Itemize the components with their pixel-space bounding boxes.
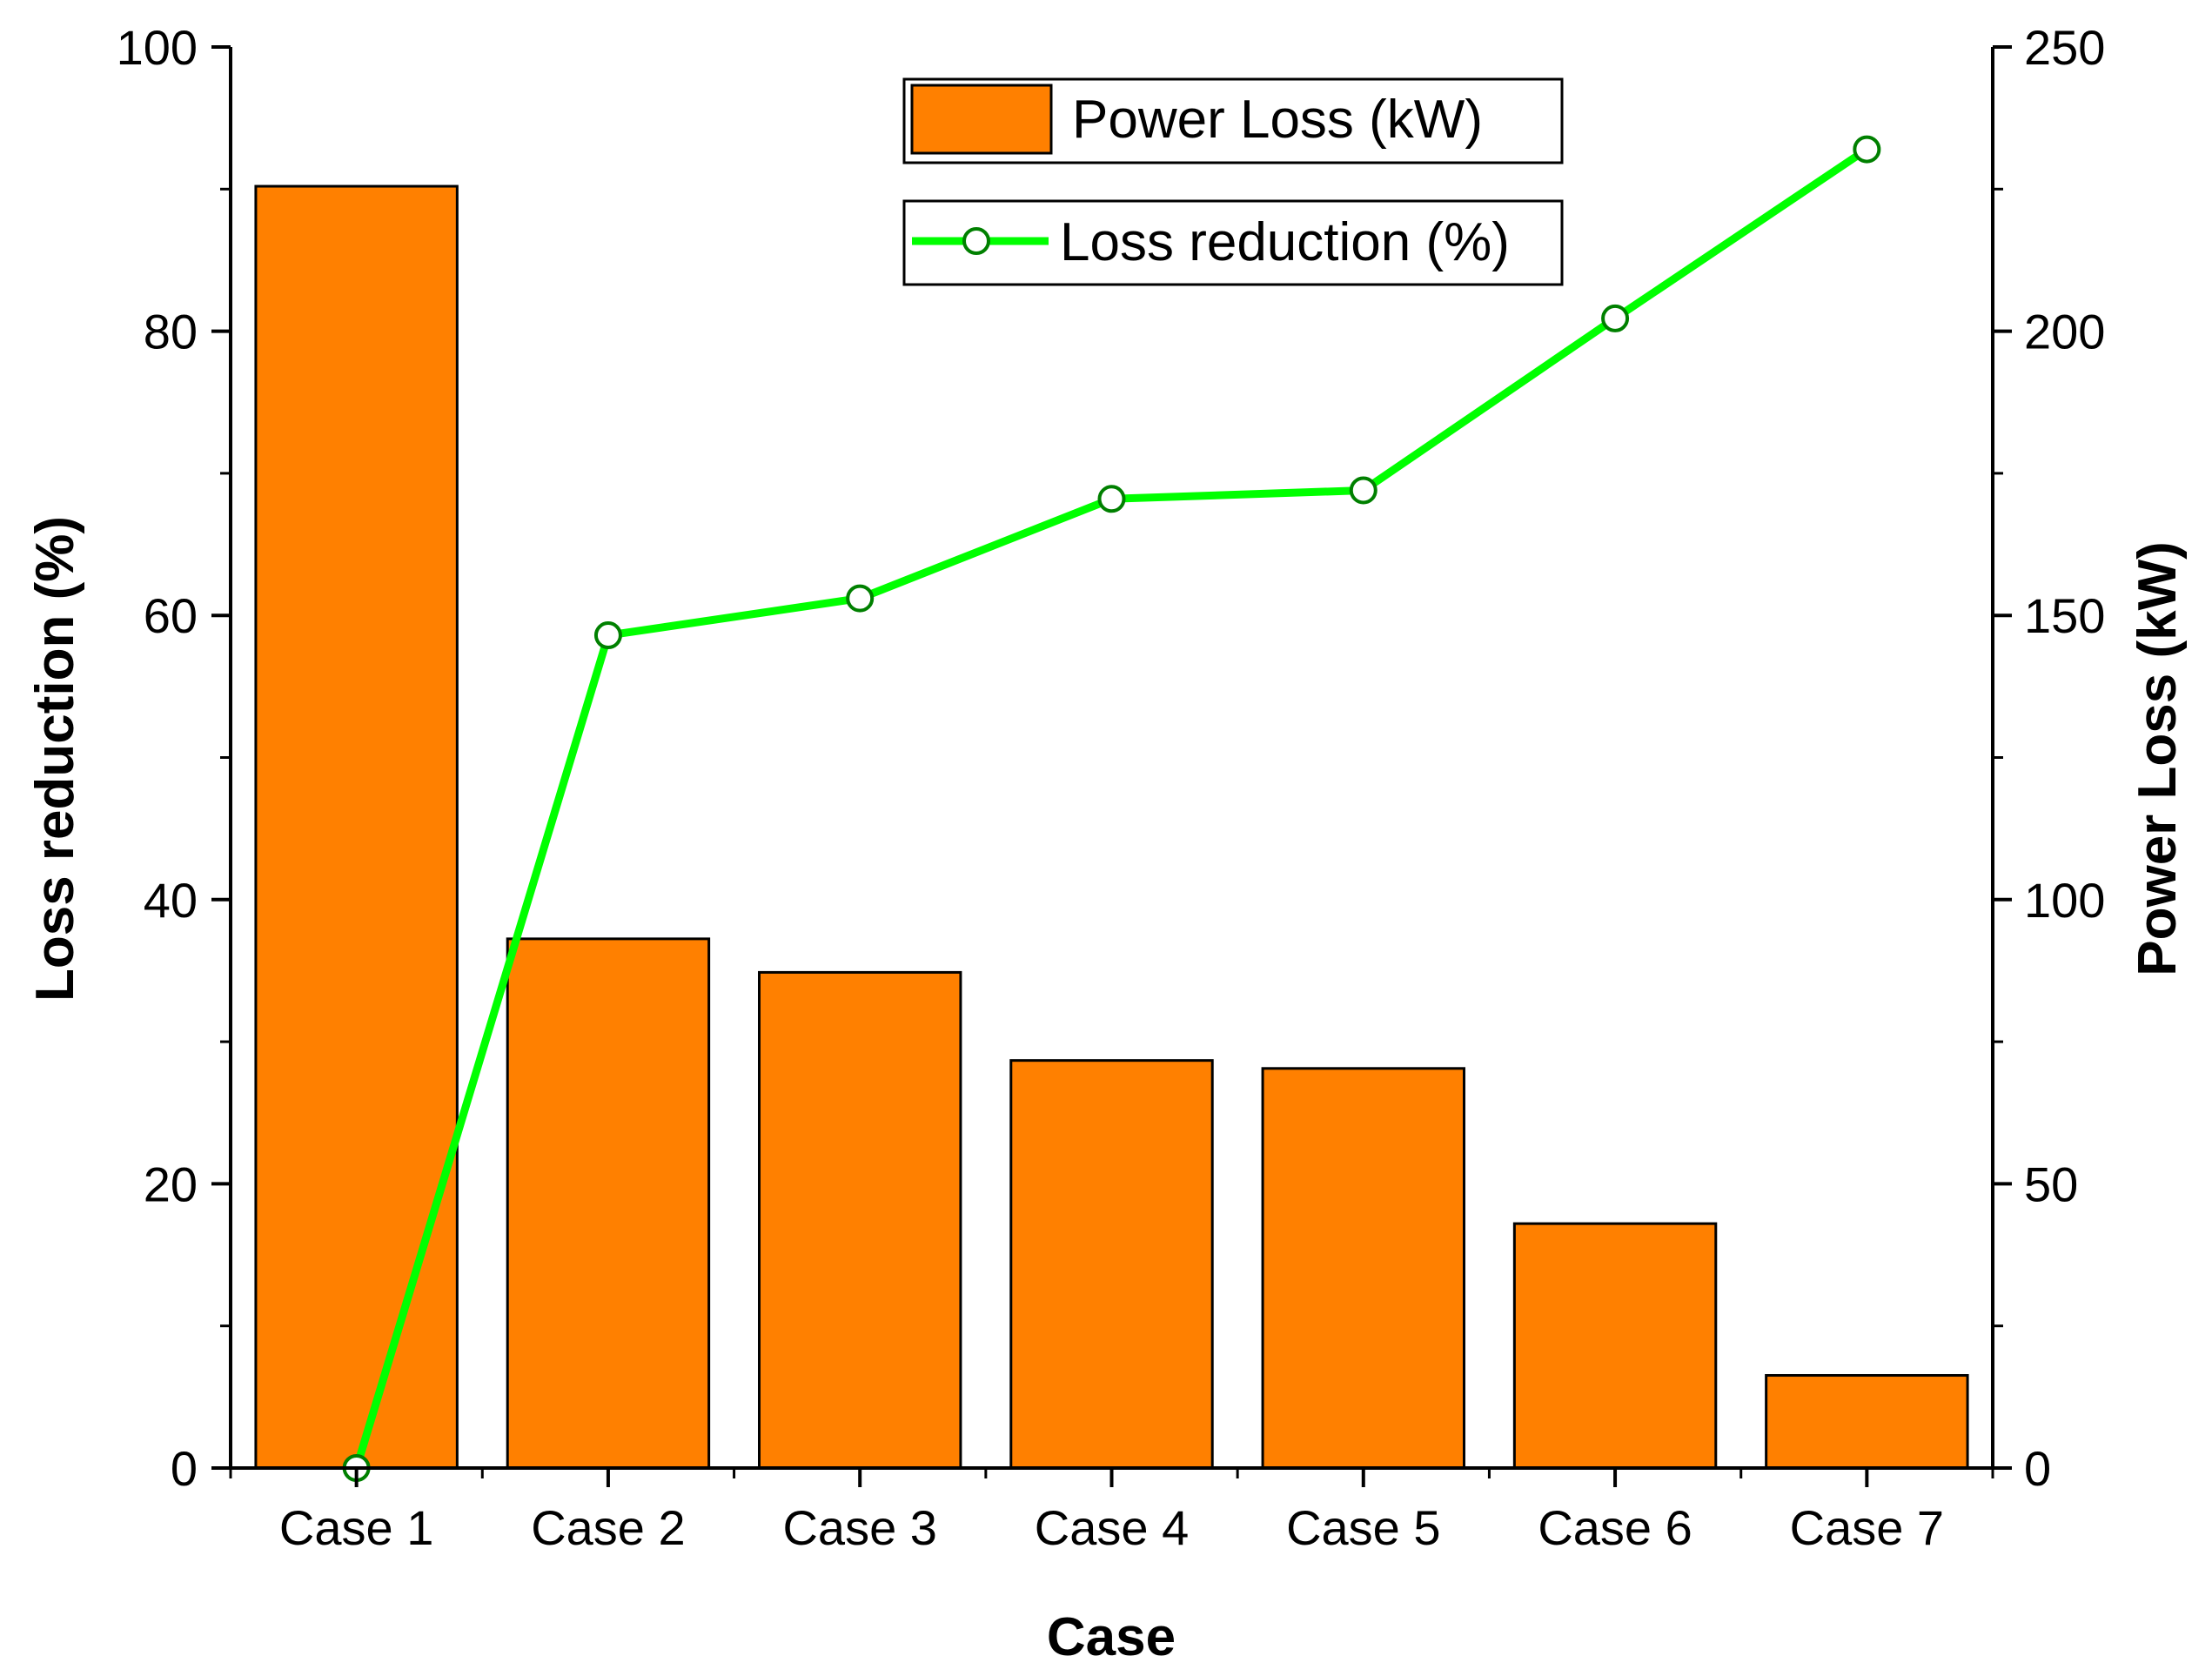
loss-reduction-point-3 — [846, 584, 875, 613]
y-right-tick-label: 100 — [2024, 873, 2105, 928]
y-left-tick-label: 80 — [144, 305, 198, 359]
bar-7 — [1765, 1374, 1969, 1470]
loss-reduction-point-6 — [1601, 304, 1630, 332]
loss-reduction-point-4 — [1097, 485, 1126, 513]
axes-layer: 0 20 40 60 80 100 0 50 100 150 200 250 Case 1 Case 2 C… — [117, 20, 2106, 1555]
loss-reduction-point-5 — [1349, 476, 1377, 505]
bar-6 — [1512, 1222, 1718, 1470]
legend-bar-swatch — [910, 84, 1053, 155]
legend: Power Loss (kW) Loss reduction (%) — [902, 77, 1564, 286]
legend-bar-label: Power Loss (kW) — [1072, 90, 1483, 150]
bars-layer — [254, 184, 1969, 1470]
line-layer — [342, 135, 1881, 1482]
loss-reduction-point-2 — [593, 621, 622, 650]
bar-3 — [758, 970, 962, 1470]
y-left-tick-label: 100 — [117, 20, 198, 75]
loss-reduction-point-7 — [1853, 135, 1881, 164]
x-tick-label: Case 1 — [279, 1500, 433, 1555]
y-right-tick-label: 200 — [2024, 305, 2105, 359]
x-tick-label: Case 3 — [782, 1500, 936, 1555]
x-tick-label: Case 2 — [531, 1500, 685, 1555]
x-tick-label: Case 4 — [1035, 1500, 1189, 1555]
bar-4 — [1009, 1059, 1214, 1470]
y-left-axis-title: Loss reduction (%) — [25, 516, 85, 1002]
y-right-tick-label: 250 — [2024, 20, 2105, 75]
y-right-tick-label: 0 — [2024, 1441, 2051, 1496]
y-left-tick-label: 0 — [171, 1441, 198, 1496]
y-left-tick-label: 60 — [144, 588, 198, 643]
y-right-axis-title: Power Loss (kW) — [2128, 541, 2188, 976]
legend-line-marker — [962, 227, 990, 255]
x-tick-label: Case 5 — [1286, 1500, 1440, 1555]
x-tick-label: Case 7 — [1790, 1500, 1944, 1555]
y-left-tick-label: 20 — [144, 1156, 198, 1211]
x-tick-label: Case 6 — [1538, 1500, 1692, 1555]
bar-2 — [506, 937, 711, 1470]
y-left-tick-label: 40 — [144, 873, 198, 928]
y-right-tick-label: 50 — [2024, 1156, 2078, 1211]
bar-1 — [254, 184, 459, 1470]
bar-5 — [1261, 1067, 1465, 1470]
y-right-tick-label: 150 — [2024, 588, 2105, 643]
legend-line-label: Loss reduction (%) — [1060, 212, 1510, 272]
x-axis-title: Case — [1047, 1607, 1176, 1667]
